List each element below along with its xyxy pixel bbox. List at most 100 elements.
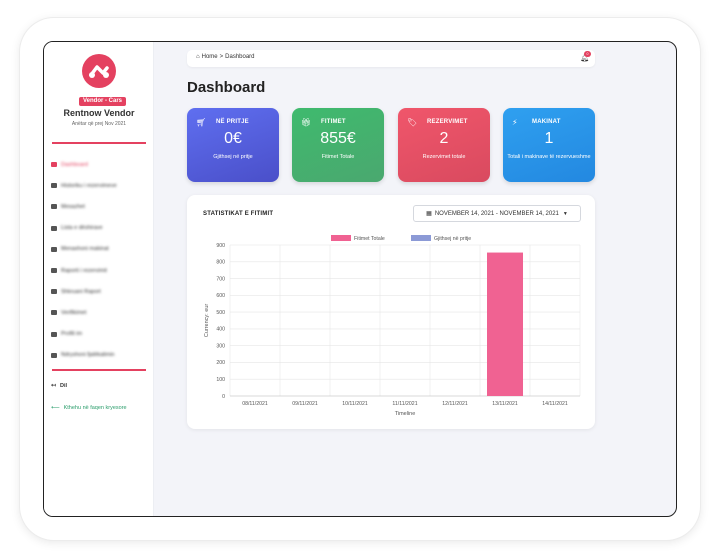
y-tick-label: 700 bbox=[216, 276, 225, 282]
logout-icon: ↤ bbox=[51, 383, 57, 389]
sidebar-item-label: Profili im bbox=[61, 331, 83, 338]
vendor-type-badge: Vendor - Cars bbox=[79, 97, 127, 106]
sidebar-item[interactable]: Shkruani Raport bbox=[51, 281, 151, 302]
page-title: Dashboard bbox=[187, 79, 266, 96]
stat-card-label: Fitimet Totale bbox=[321, 154, 355, 160]
stat-card-value: 855€ bbox=[320, 130, 356, 147]
stat-card-title: NË PRITJE bbox=[216, 119, 249, 125]
calendar-icon: ▦ bbox=[426, 211, 432, 217]
date-range-picker[interactable]: ▦ NOVEMBER 14, 2021 - NOVEMBER 14, 2021 … bbox=[413, 205, 581, 222]
date-range-label: NOVEMBER 14, 2021 - NOVEMBER 14, 2021 bbox=[434, 210, 559, 217]
bell-icon[interactable]: 🔔︎ bbox=[580, 55, 589, 62]
sidebar-item[interactable]: Lista e dëshirave bbox=[51, 218, 151, 239]
stat-card-label: Rezervimet totale bbox=[422, 154, 466, 160]
sidebar-item-label: Menaxhoni makinat bbox=[61, 246, 109, 253]
profit-statistics-card: STATISTIKAT E FITIMIT ▦ NOVEMBER 14, 202… bbox=[187, 195, 595, 429]
sidebar-menu: Dashboard Historiku i rezervimeve Mesazhet… bbox=[51, 154, 151, 366]
y-tick-label: 400 bbox=[216, 327, 225, 333]
messages-icon bbox=[51, 204, 57, 210]
sidebar-item[interactable]: Verifikimet bbox=[51, 302, 151, 323]
logout-link[interactable]: ↤ Dil bbox=[51, 382, 68, 390]
report-icon bbox=[51, 268, 57, 274]
sidebar-item[interactable]: Historiku i rezervimeve bbox=[51, 175, 151, 196]
verify-icon bbox=[51, 310, 57, 316]
y-axis-label: Currency: eur bbox=[204, 304, 210, 337]
breadcrumb-separator: > bbox=[219, 54, 224, 60]
brand-logo[interactable] bbox=[82, 54, 116, 88]
sidebar-item[interactable]: Menaxhoni makinat bbox=[51, 239, 151, 260]
x-tick-label: 09/11/2021 bbox=[292, 401, 318, 407]
bolt-icon: ⚡︎ bbox=[512, 118, 518, 127]
x-tick-label: 10/11/2021 bbox=[342, 401, 368, 407]
x-axis-label: Timeline bbox=[395, 411, 416, 417]
sidebar-item[interactable]: Ndryshoni fjalëkalimin bbox=[51, 345, 151, 366]
chart-title: STATISTIKAT E FITIMIT bbox=[203, 211, 274, 217]
x-tick-label: 11/11/2021 bbox=[392, 401, 417, 407]
sidebar-item[interactable]: Mesazhet bbox=[51, 196, 151, 217]
sidebar-item[interactable]: Raporti i rezervimit bbox=[51, 260, 151, 281]
app-window: Vendor - Cars Rentnow Vendor Anëtar që p… bbox=[43, 41, 677, 517]
y-tick-label: 800 bbox=[216, 260, 225, 266]
profit-chart: 0 100 200 300 400 500 600 700 800 900 08/11/2021 09… bbox=[204, 235, 581, 417]
legend-label: Gjithsej në pritje bbox=[434, 236, 471, 242]
y-tick-label: 900 bbox=[216, 243, 225, 249]
stat-card: 🎁︎ FITIMET 855€ Fitimet Totale bbox=[292, 108, 384, 182]
x-tick-label: 14/11/2021 bbox=[542, 401, 568, 407]
x-tick-label: 12/11/2021 bbox=[442, 401, 468, 407]
gift-icon: 🎁︎ bbox=[301, 118, 312, 127]
back-to-home-link[interactable]: ⟵ Kthehu në faqen kryesore bbox=[51, 404, 127, 412]
arrow-left-icon: ⟵ bbox=[51, 405, 60, 411]
bar bbox=[487, 252, 523, 396]
sidebar-item-label: Mesazhet bbox=[61, 203, 85, 210]
legend-swatch bbox=[331, 235, 351, 241]
sidebar-item-label: Verifikimet bbox=[61, 309, 87, 316]
stat-card: 🏷︎ REZERVIMET 2 Rezervimet totale bbox=[398, 108, 490, 182]
car-icon bbox=[51, 246, 57, 252]
sidebar-item-label: Dashboard bbox=[61, 161, 88, 168]
stat-card: 🛒︎ NË PRITJE 0€ Gjithsej në pritje bbox=[187, 108, 279, 182]
x-tick-label: 08/11/2021 bbox=[242, 401, 268, 407]
sidebar-item-label: Shkruani Raport bbox=[61, 288, 101, 295]
tag-icon: 🏷︎ bbox=[407, 118, 418, 127]
stat-card-label: Totali i makinave të rezervueshme bbox=[507, 154, 591, 160]
sidebar: Vendor - Cars Rentnow Vendor Anëtar që p… bbox=[44, 42, 154, 516]
sidebar-item[interactable]: Dashboard bbox=[51, 154, 151, 175]
sidebar-divider bbox=[52, 369, 146, 371]
stat-card-value: 2 bbox=[439, 130, 449, 147]
profile-icon bbox=[51, 331, 57, 337]
y-tick-label: 200 bbox=[216, 360, 225, 366]
legend-label: Fitimet Totale bbox=[354, 236, 385, 242]
stat-card-value: 1 bbox=[544, 130, 554, 147]
y-tick-label: 500 bbox=[216, 310, 225, 316]
write-icon bbox=[51, 289, 57, 295]
vendor-name: Rentnow Vendor bbox=[63, 108, 135, 118]
logo-icon bbox=[89, 65, 109, 78]
sidebar-item-label: Ndryshoni fjalëkalimin bbox=[61, 352, 115, 359]
dashboard-icon bbox=[51, 162, 57, 168]
stat-card-value: 0€ bbox=[224, 130, 242, 147]
y-tick-label: 300 bbox=[216, 343, 225, 349]
legend-swatch bbox=[411, 235, 431, 241]
stat-card-title: REZERVIMET bbox=[427, 119, 468, 125]
sidebar-item[interactable]: Profili im bbox=[51, 324, 151, 345]
y-tick-label: 0 bbox=[222, 394, 225, 400]
y-tick-label: 100 bbox=[216, 377, 225, 383]
x-tick-label: 13/11/2021 bbox=[492, 401, 518, 407]
notification-badge: 0 bbox=[584, 51, 591, 57]
member-since: Anëtar që prej Nov 2021 bbox=[71, 121, 127, 127]
breadcrumb-home[interactable]: Home bbox=[201, 54, 218, 60]
home-icon: ⌂ bbox=[196, 54, 200, 60]
lock-icon bbox=[51, 352, 57, 358]
stat-card-label: Gjithsej në pritje bbox=[213, 154, 253, 160]
sidebar-divider bbox=[52, 142, 146, 144]
breadcrumb: ⌂ Home > Dashboard bbox=[196, 54, 255, 60]
cart-icon: 🛒︎ bbox=[196, 118, 207, 127]
sidebar-item-label: Lista e dëshirave bbox=[61, 225, 103, 232]
logout-label: Dil bbox=[60, 382, 68, 389]
history-icon bbox=[51, 183, 57, 189]
top-bar: ⌂ Home > Dashboard 🔔︎ 0 bbox=[187, 50, 595, 67]
y-tick-label: 600 bbox=[216, 293, 225, 299]
sidebar-item-label: Historiku i rezervimeve bbox=[61, 182, 117, 189]
stat-card: ⚡︎ MAKINAT 1 Totali i makinave të rezervues… bbox=[503, 108, 595, 182]
caret-down-icon: ▼ bbox=[562, 210, 568, 217]
